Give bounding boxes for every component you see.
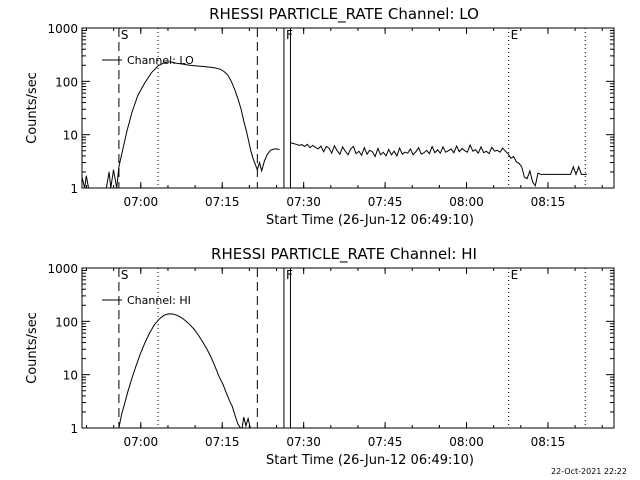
- x-tick-label: 07:30: [286, 435, 321, 449]
- plot-frame: [81, 27, 615, 189]
- x-tick-label: 07:15: [205, 195, 240, 209]
- x-tick-label: 07:00: [124, 435, 159, 449]
- event-marker-label: E: [511, 28, 519, 42]
- x-tick-label: 07:45: [368, 435, 403, 449]
- y-axis-label: Counts/sec: [25, 312, 40, 384]
- x-tick-label: 07:00: [124, 195, 159, 209]
- y-tick-label: 1: [70, 182, 78, 196]
- event-marker-label: F: [286, 28, 293, 42]
- x-tick-label: 07:30: [286, 195, 321, 209]
- x-tick-label: 08:00: [449, 435, 484, 449]
- legend-label: Channel: LO: [127, 54, 194, 67]
- chart-title: RHESSI PARTICLE_RATE Channel: LO: [209, 5, 479, 24]
- x-tick-label: 08:15: [531, 195, 566, 209]
- series-line: [82, 61, 280, 188]
- y-tick-label: 100: [55, 315, 78, 329]
- legend-label: Channel: HI: [127, 294, 191, 307]
- y-tick-label: 10: [63, 369, 78, 383]
- y-tick-label: 1: [70, 422, 78, 436]
- footer-timestamp: 22-Oct-2021 22:22: [551, 467, 627, 476]
- event-marker-label: S: [121, 28, 129, 42]
- y-axis-label: Counts/sec: [25, 72, 40, 144]
- series-line: [290, 142, 587, 188]
- y-tick-label: 1000: [47, 262, 78, 276]
- chart-title: RHESSI PARTICLE_RATE Channel: HI: [211, 245, 477, 264]
- x-tick-label: 08:00: [449, 195, 484, 209]
- y-tick-label: 10: [63, 129, 78, 143]
- y-tick-label: 1000: [47, 22, 78, 36]
- x-axis-label: Start Time (26-Jun-12 06:49:10): [266, 213, 474, 228]
- x-tick-label: 07:45: [368, 195, 403, 209]
- chart-panel-1: RHESSI PARTICLE_RATE Channel: LO 07:00 07:…: [25, 5, 615, 228]
- x-tick-label: 08:15: [531, 435, 566, 449]
- x-tick-label: 07:15: [205, 435, 240, 449]
- event-marker-label: E: [511, 268, 519, 282]
- x-axis-label: Start Time (26-Jun-12 06:49:10): [266, 453, 474, 468]
- series-line: [118, 313, 241, 428]
- series-line: [241, 416, 251, 428]
- chart-panel-2: RHESSI PARTICLE_RATE Channel: HI 07:00 07:…: [25, 245, 615, 468]
- event-marker-label: F: [286, 268, 293, 282]
- event-marker-label: S: [121, 268, 129, 282]
- y-tick-label: 100: [55, 75, 78, 89]
- plot-frame: [81, 267, 615, 429]
